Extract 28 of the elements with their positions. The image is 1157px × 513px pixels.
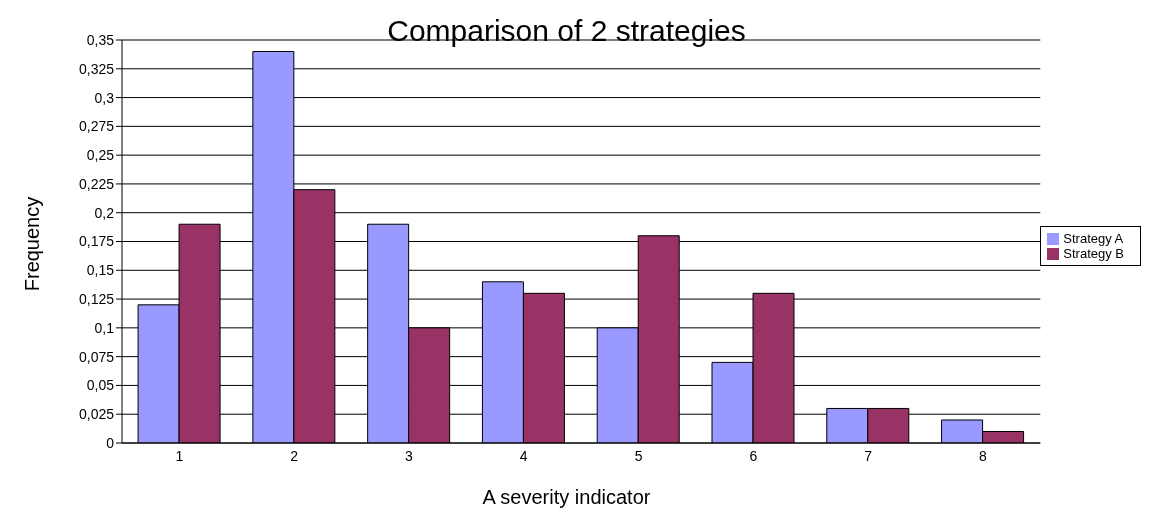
y-tick-label: 0,175 [78, 233, 115, 250]
y-tick-label: 0,35 [86, 31, 115, 48]
y-tick-label: 0,325 [78, 60, 115, 77]
y-axis-title: Frequency [20, 196, 44, 292]
y-tick-label: 0 [106, 434, 115, 451]
y-tick-label: 0,3 [94, 89, 115, 106]
x-tick-label: 2 [290, 447, 299, 464]
y-tick-label: 0,125 [78, 291, 115, 308]
y-tick-label: 0,25 [86, 147, 115, 164]
x-tick-label: 1 [175, 447, 184, 464]
x-axis-title: A severity indicator [481, 486, 652, 508]
x-tick-label: 5 [634, 447, 643, 464]
y-tick-label: 0,05 [86, 377, 115, 394]
chart-title: Comparison of 2 strategies [386, 14, 747, 48]
x-tick-label: 7 [864, 447, 873, 464]
y-tick-label: 0,075 [78, 348, 115, 365]
y-tick-label: 0,2 [94, 204, 115, 221]
y-tick-label: 0,025 [78, 406, 115, 423]
x-tick-label: 8 [979, 447, 987, 464]
x-tick-label: 4 [519, 447, 528, 464]
x-tick-label: 3 [405, 447, 414, 464]
legend-label: Strategy B [1063, 245, 1124, 261]
x-tick-label: 6 [749, 447, 758, 464]
y-tick-label: 0,225 [78, 175, 115, 192]
y-tick-label: 0,15 [86, 262, 115, 279]
y-tick-label: 0,1 [94, 319, 115, 336]
legend-label: Strategy A [1063, 230, 1124, 246]
y-tick-label: 0,275 [78, 118, 115, 135]
